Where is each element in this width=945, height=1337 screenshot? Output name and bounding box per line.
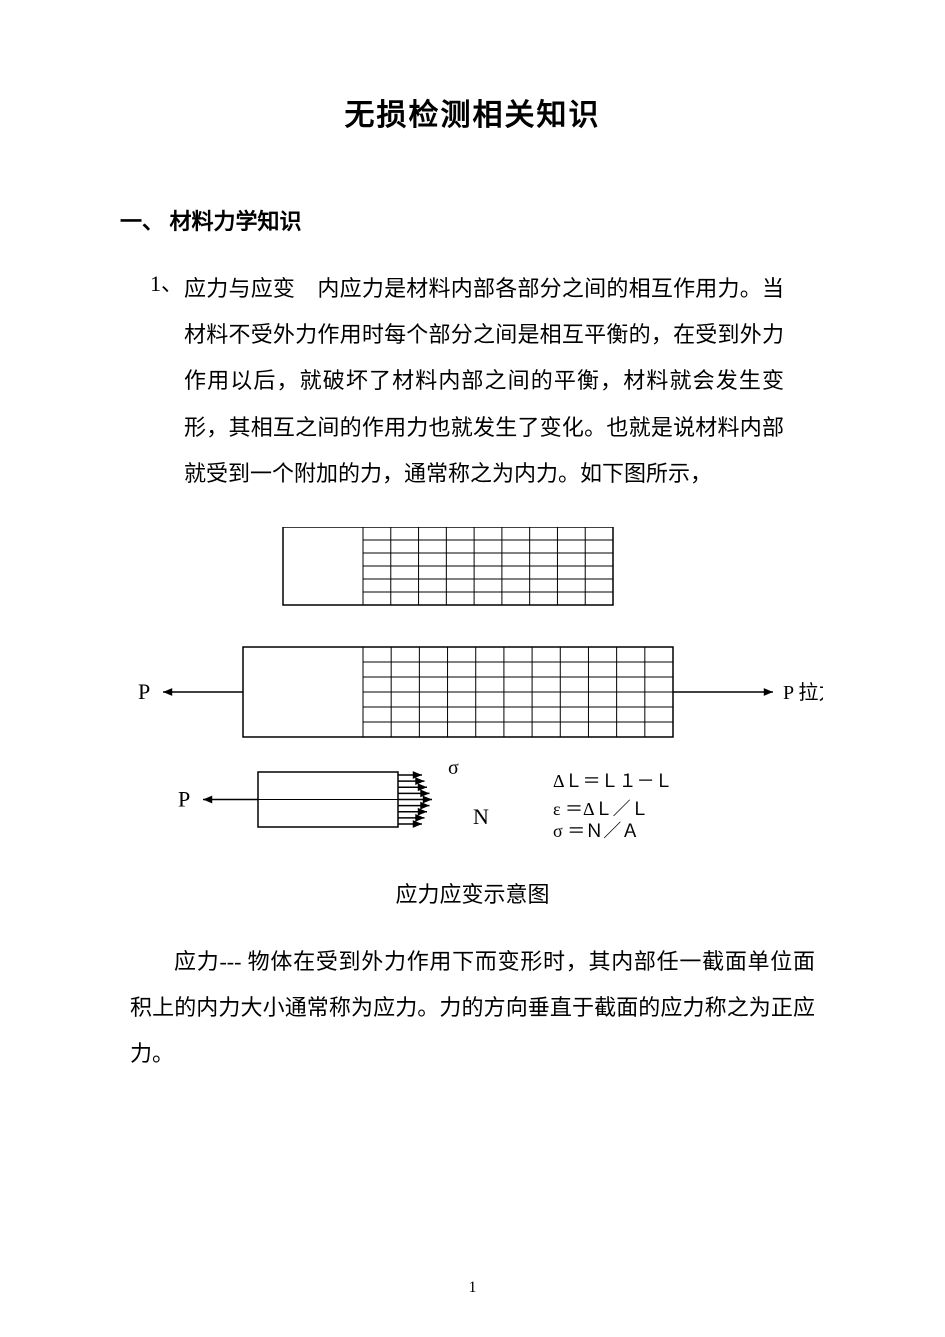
page-number: 1: [0, 1279, 945, 1297]
diagram-caption: 应力应变示意图: [120, 877, 825, 909]
stress-strain-diagram: P P 拉力 Pσ N ΔＬ＝Ｌ１－Ｌ ε ＝ΔＬ／Ｌσ ＝Ｎ／Ａ: [123, 527, 823, 862]
svg-text:P: P: [138, 679, 150, 704]
svg-text:P 拉力: P 拉力: [783, 681, 823, 704]
item-1: 1、 应力与应变 内应力是材料内部各部分之间的相互作用力。当材料不受外力作用时每…: [120, 266, 825, 497]
item-1-number: 1、: [120, 266, 180, 298]
document-title: 无损检测相关知识: [120, 90, 825, 134]
svg-text:N: N: [473, 804, 489, 829]
svg-text:σ: σ: [448, 757, 459, 779]
section-1-heading: 一、 材料力学知识: [120, 204, 825, 236]
paragraph-2: 应力--- 物体在受到外力作用下而变形时，其内部任一截面单位面积上的内力大小通常…: [130, 939, 815, 1078]
svg-text:P: P: [178, 786, 190, 811]
svg-text:ΔＬ＝Ｌ１－Ｌ: ΔＬ＝Ｌ１－Ｌ: [553, 771, 673, 791]
item-1-text: 应力与应变 内应力是材料内部各部分之间的相互作用力。当材料不受外力作用时每个部分…: [184, 266, 784, 497]
svg-text:ε ＝ΔＬ／Ｌ: ε ＝ΔＬ／Ｌ: [553, 799, 649, 819]
svg-text:σ ＝Ｎ／Ａ: σ ＝Ｎ／Ａ: [553, 821, 639, 841]
